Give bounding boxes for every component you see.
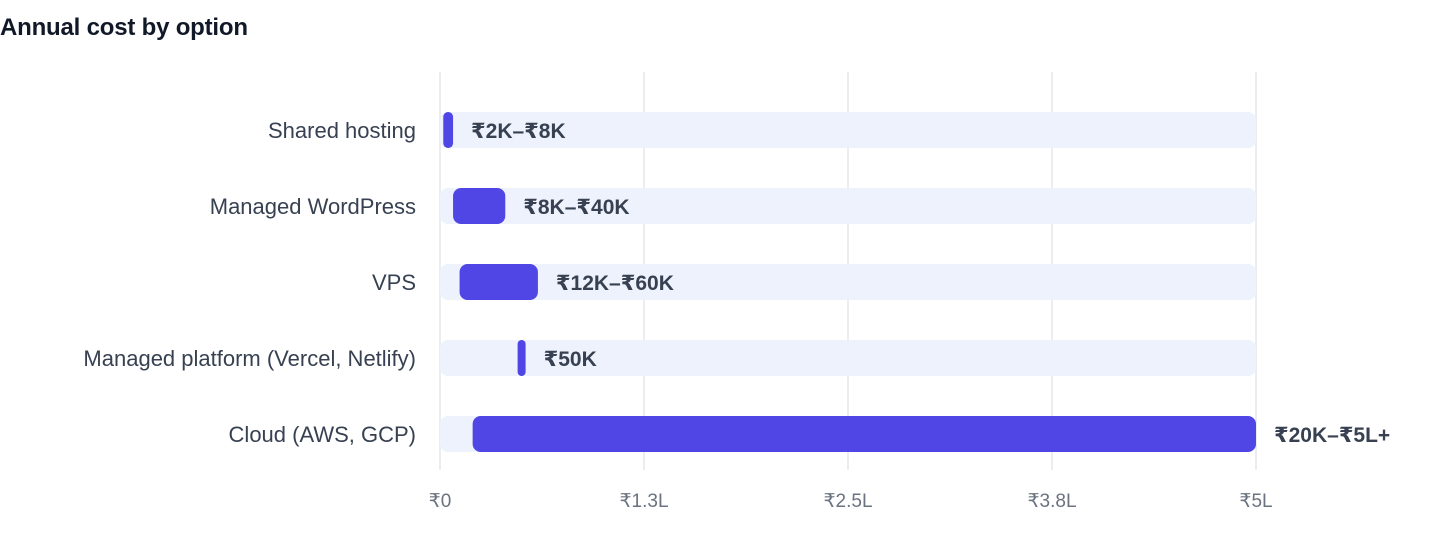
bar-track (440, 112, 1256, 148)
x-tick-label: ₹5L (1239, 491, 1272, 512)
range-bar (517, 340, 526, 376)
x-tick-label: ₹0 (429, 491, 452, 512)
value-label: ₹12K–₹60K (556, 272, 674, 295)
category-label: VPS (372, 270, 416, 295)
category-label: Cloud (AWS, GCP) (229, 422, 416, 447)
x-tick-label: ₹3.8L (1027, 491, 1076, 512)
value-label: ₹50K (544, 348, 597, 371)
value-label: ₹2K–₹8K (471, 120, 566, 143)
x-tick-label: ₹1.3L (619, 491, 668, 512)
range-bar (453, 188, 506, 224)
category-label: Managed WordPress (210, 194, 416, 219)
bar-track (440, 340, 1256, 376)
x-tick-label: ₹2.5L (823, 491, 872, 512)
range-bar (459, 264, 538, 300)
chart-title: Annual cost by option (0, 14, 248, 41)
bar-track (440, 188, 1256, 224)
bar-track (440, 264, 1256, 300)
value-label: ₹8K–₹40K (523, 196, 629, 219)
category-label: Managed platform (Vercel, Netlify) (83, 346, 416, 371)
category-label: Shared hosting (268, 118, 416, 143)
range-bar (472, 416, 1256, 452)
range-bar (443, 112, 454, 148)
value-label: ₹20K–₹5L+ (1274, 424, 1390, 447)
